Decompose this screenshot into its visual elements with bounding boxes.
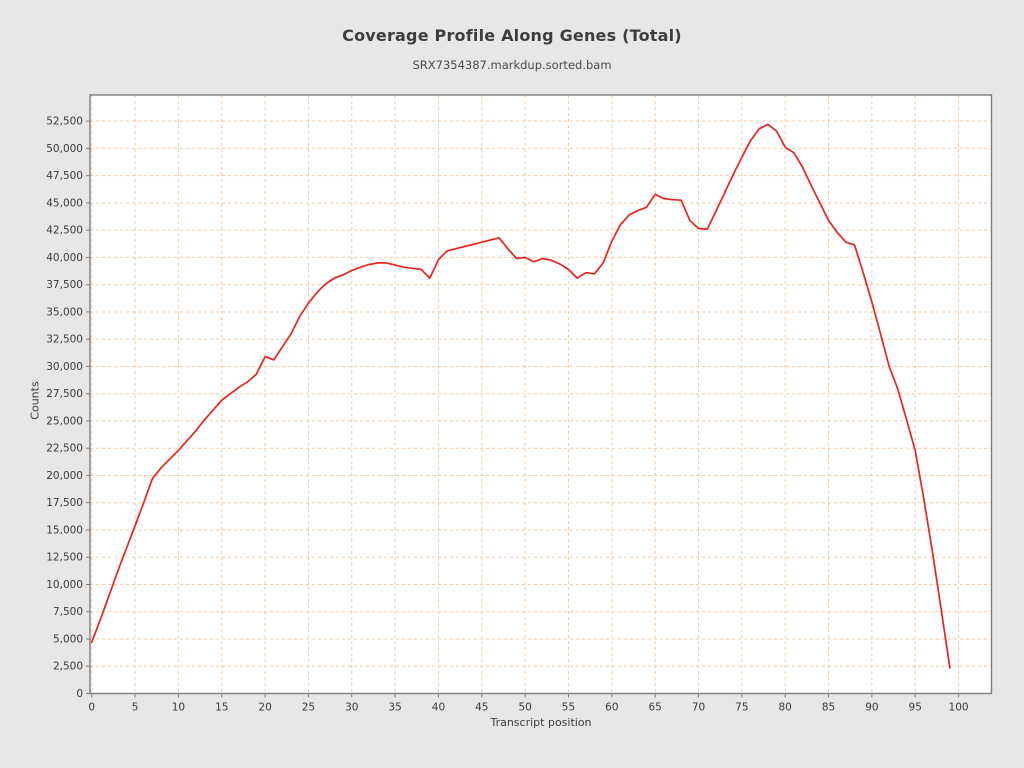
x-tick-label: 85 xyxy=(822,702,835,714)
y-tick-label: 0 xyxy=(76,688,83,700)
y-tick-label: 5,000 xyxy=(53,633,83,645)
y-tick-label: 50,000 xyxy=(46,143,83,155)
y-tick-label: 12,500 xyxy=(46,552,83,564)
chart-title: Coverage Profile Along Genes (Total) xyxy=(342,26,682,45)
y-tick-label: 42,500 xyxy=(46,225,83,237)
y-tick-label: 37,500 xyxy=(46,279,83,291)
x-tick-label: 15 xyxy=(215,702,228,714)
y-tick-label: 15,000 xyxy=(46,524,83,536)
y-tick-label: 45,000 xyxy=(46,197,83,209)
x-tick-label: 75 xyxy=(735,702,748,714)
y-tick-label: 47,500 xyxy=(46,170,83,182)
x-axis-title: Transcript position xyxy=(490,716,592,729)
y-tick-label: 20,000 xyxy=(46,470,83,482)
y-axis-title: Counts xyxy=(28,381,42,420)
y-tick-label: 40,000 xyxy=(46,252,83,264)
y-tick-label: 32,500 xyxy=(46,334,83,346)
x-tick-label: 25 xyxy=(302,702,315,714)
plot-background xyxy=(90,95,992,694)
x-tick-label: 50 xyxy=(518,702,531,714)
x-tick-label: 30 xyxy=(345,702,358,714)
x-tick-label: 65 xyxy=(648,702,661,714)
x-tick-label: 20 xyxy=(258,702,271,714)
x-tick-label: 55 xyxy=(562,702,575,714)
x-tick-label: 45 xyxy=(475,702,488,714)
plot-frame xyxy=(89,94,993,695)
y-tick-label: 25,000 xyxy=(46,415,83,427)
coverage-line xyxy=(90,123,951,669)
x-tick-label: 5 xyxy=(132,702,139,714)
y-tick-label: 22,500 xyxy=(46,443,83,455)
x-tick-label: 60 xyxy=(605,702,618,714)
y-tick-label: 35,000 xyxy=(46,306,83,318)
y-tick-label: 7,500 xyxy=(53,606,83,618)
y-tick-label: 17,500 xyxy=(46,497,83,509)
x-tick-label: 90 xyxy=(865,702,878,714)
x-tick-label: 70 xyxy=(692,702,705,714)
chart-subtitle: SRX7354387.markdup.sorted.bam xyxy=(412,58,612,72)
y-tick-label: 52,500 xyxy=(46,116,83,128)
x-tick-label: 0 xyxy=(88,702,95,714)
x-tick-label: 10 xyxy=(172,702,185,714)
y-tick-label: 30,000 xyxy=(46,361,83,373)
x-tick-label: 35 xyxy=(388,702,401,714)
x-tick-label: 95 xyxy=(909,702,922,714)
y-tick-label: 2,500 xyxy=(53,661,83,673)
y-tick-label: 27,500 xyxy=(46,388,83,400)
x-tick-label: 40 xyxy=(432,702,445,714)
x-tick-label: 100 xyxy=(949,702,969,714)
x-tick-label: 80 xyxy=(779,702,792,714)
y-tick-label: 10,000 xyxy=(46,579,83,591)
